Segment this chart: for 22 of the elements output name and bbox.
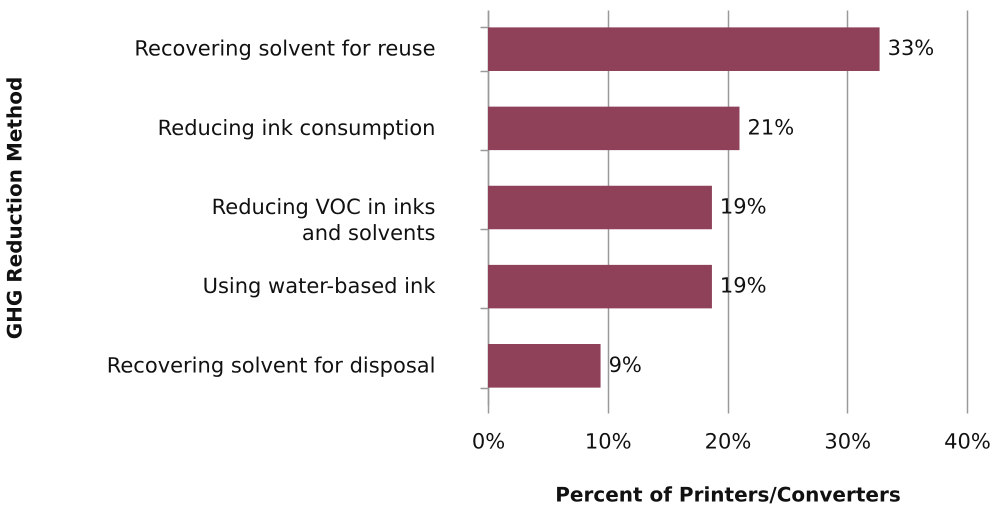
bar — [488, 344, 601, 388]
y-tick-label: Reducing VOC in inks and solvents — [212, 195, 436, 245]
bar — [488, 27, 880, 71]
y-tick-label: Recovering solvent for reuse — [134, 36, 436, 61]
y-axis-title: GHG Reduction Method — [2, 76, 26, 340]
data-label: 21% — [747, 115, 794, 140]
data-label: 9% — [608, 352, 642, 377]
y-tick-label: Using water-based ink — [202, 274, 436, 298]
bar — [488, 264, 712, 308]
y-tick-label: Reducing ink consumption — [158, 116, 436, 140]
data-label: 19% — [720, 274, 767, 298]
x-tick-label: 0% — [472, 430, 506, 454]
x-tick-label: 20% — [704, 430, 752, 454]
y-tick-label: Recovering solvent for disposal — [106, 353, 436, 378]
x-tick-label: 30% — [824, 430, 872, 454]
bar — [488, 106, 740, 150]
x-axis-title: Percent of Printers/Converters — [555, 482, 901, 506]
bar — [488, 186, 712, 230]
data-label: 33% — [888, 36, 934, 60]
x-tick-label: 40% — [944, 430, 991, 454]
data-label: 19% — [720, 194, 767, 218]
x-tick-label: 10% — [584, 430, 632, 454]
